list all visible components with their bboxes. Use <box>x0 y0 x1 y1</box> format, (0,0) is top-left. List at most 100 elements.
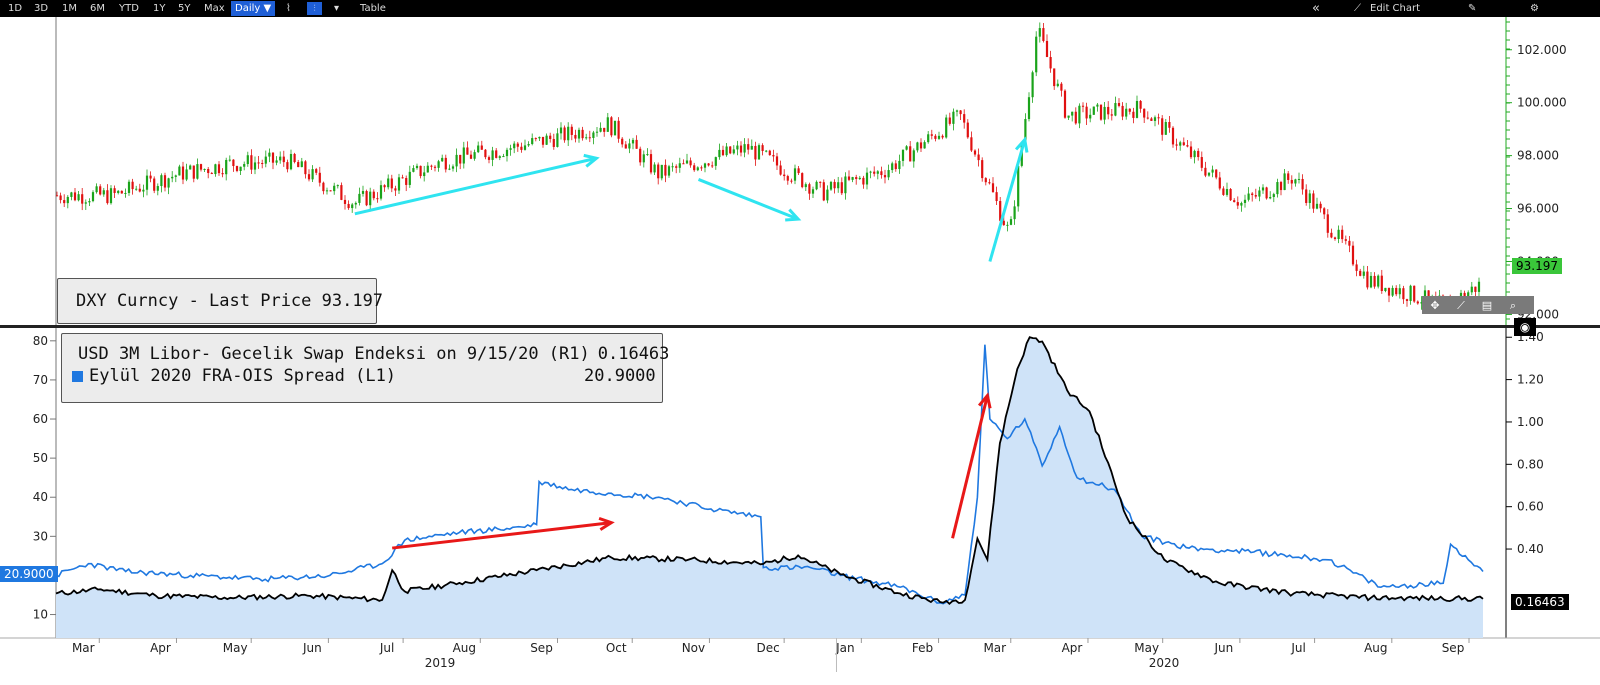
candle-body <box>1009 219 1013 225</box>
settings-gear-icon[interactable]: ⚙ <box>1530 3 1539 14</box>
candle-body <box>1143 108 1146 118</box>
edit-chart-button[interactable]: Edit Chart <box>1370 3 1421 14</box>
upper-y-tick-label: 102.000 <box>1517 43 1567 57</box>
candle-body <box>487 157 491 160</box>
candle-body <box>1276 182 1279 195</box>
candle-body <box>552 138 555 147</box>
candle-body <box>667 166 671 176</box>
draw-line-icon[interactable]: ⟋ <box>1457 300 1465 312</box>
pencil-icon[interactable]: ✎ <box>1468 3 1477 14</box>
candle-body <box>559 127 563 134</box>
x-month-label: Feb <box>912 641 933 655</box>
candle-body <box>318 172 321 183</box>
fraois-spread-line <box>55 344 1484 605</box>
candle-body <box>307 174 311 180</box>
range-ytd-button[interactable]: YTD <box>119 3 139 14</box>
table-button[interactable]: Table <box>360 3 386 14</box>
candle-body <box>1207 172 1211 176</box>
x-month-label: Sep <box>1442 641 1465 655</box>
candle-body <box>660 164 663 179</box>
candle-body <box>243 164 246 167</box>
fraois-legend-label: Eylül 2020 FRA-OIS Spread (L1) <box>89 366 397 386</box>
candle-body <box>261 163 264 165</box>
line-chart-icon[interactable]: ⌇ <box>286 3 291 14</box>
candle-body <box>430 165 433 167</box>
chart-type-chevron-icon[interactable]: ▾ <box>334 3 340 14</box>
candle-body <box>473 152 476 159</box>
candle-body <box>1233 200 1236 203</box>
left-y-tick-label: 70 <box>33 373 48 387</box>
edit-chart-icon[interactable]: ⟋ <box>1354 3 1361 14</box>
candle-body <box>455 154 458 167</box>
candle-body <box>1193 150 1196 158</box>
zoom-icon[interactable]: ⌕ <box>1509 300 1517 312</box>
candle-body <box>970 137 973 151</box>
range-1m-button[interactable]: 1M <box>62 3 77 14</box>
candle-body <box>1355 264 1358 271</box>
candle-body <box>1121 105 1124 117</box>
candle-body <box>1362 271 1365 276</box>
candle-body <box>509 148 512 150</box>
red-trend-arrow <box>392 516 615 550</box>
candle-body <box>1085 106 1088 119</box>
candle-body <box>131 181 134 190</box>
upper-y-tick-label: 98.000 <box>1517 149 1559 163</box>
crosshair-icon[interactable]: ✥ <box>1430 300 1440 312</box>
candle-body <box>1294 179 1297 184</box>
candle-body <box>59 195 62 201</box>
collapse-icon[interactable]: « <box>1312 1 1320 16</box>
period-dropdown[interactable]: Daily ▼ <box>231 1 276 16</box>
candle-body <box>239 166 242 171</box>
candle-body <box>1391 287 1394 296</box>
candle-body <box>693 165 696 171</box>
candle-body <box>541 136 545 145</box>
range-1d-button[interactable]: 1D <box>8 3 23 14</box>
fraois-legend-value: 20.9000 <box>584 366 656 386</box>
range-6m-button[interactable]: 6M <box>90 3 105 14</box>
candle-body <box>736 145 739 150</box>
candle-body <box>343 199 347 204</box>
candle-body <box>1474 286 1477 292</box>
candle-body <box>63 200 66 204</box>
candle-body <box>451 166 455 169</box>
candle-body <box>189 165 192 170</box>
candle-body <box>1153 117 1157 121</box>
range-1y-button[interactable]: 1Y <box>153 3 166 14</box>
notes-icon[interactable]: ▤ <box>1481 300 1493 312</box>
lower-legend[interactable]: USD 3M Libor- Gecelik Swap Endeksi on 9/… <box>61 333 669 403</box>
cyan-trend-arrow-shaft <box>697 178 799 221</box>
right-y-tick-label: 0.80 <box>1517 457 1544 471</box>
upper-y-tick-label: 100.000 <box>1517 96 1567 110</box>
candle-body <box>199 164 203 170</box>
candle-body <box>124 192 127 194</box>
candle-body <box>768 150 771 156</box>
candle-body <box>235 166 239 171</box>
candle-body <box>984 178 987 183</box>
candle-body <box>279 156 282 161</box>
candle-body <box>1240 202 1243 206</box>
x-month-label: May <box>223 641 248 655</box>
candle-body <box>1222 188 1225 195</box>
candle-body <box>909 146 912 162</box>
upper-legend[interactable]: DXY Curncy - Last Price 93.197 <box>57 278 383 324</box>
candle-body <box>743 144 746 153</box>
candle-body <box>534 138 537 140</box>
candle-body <box>379 185 383 199</box>
candle-body <box>631 139 635 144</box>
range-5y-button[interactable]: 5Y <box>178 3 191 14</box>
fraois-swatch <box>72 370 83 382</box>
candle-body <box>707 163 710 166</box>
candle-body <box>293 153 296 163</box>
right-y-tick-label: 0.40 <box>1517 542 1544 556</box>
candle-body <box>1099 104 1103 120</box>
range-3d-button[interactable]: 3D <box>34 3 49 14</box>
range-max-button[interactable]: Max <box>204 3 225 14</box>
record-icon[interactable]: ◉ <box>1514 318 1536 336</box>
candle-body <box>167 178 170 188</box>
candle-body <box>217 164 221 174</box>
candle-body <box>937 135 941 139</box>
candle-body <box>1225 189 1229 195</box>
candle-body <box>1269 196 1272 199</box>
candle-chart-icon[interactable]: ⫶ <box>307 2 322 15</box>
